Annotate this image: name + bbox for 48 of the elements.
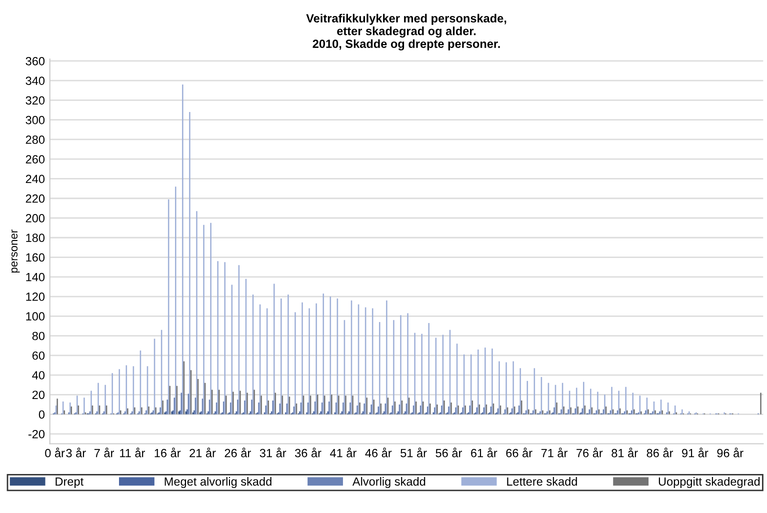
y-tick-label: 60 <box>32 351 45 360</box>
x-tick-label: 36 år <box>295 448 322 458</box>
x-tick-label: 16 år <box>154 448 181 458</box>
y-tick-label: 220 <box>26 194 45 203</box>
y-tick-label: 40 <box>32 371 45 380</box>
y-tick-label: 100 <box>26 312 45 321</box>
x-tick-label: 0 år <box>45 448 65 458</box>
y-tick-label: 0 <box>38 410 45 419</box>
y-tick-label: 260 <box>26 155 45 164</box>
x-tick-label: 21 år <box>190 448 216 458</box>
y-tick-label: 20 <box>32 390 45 400</box>
y-tick-label: 340 <box>26 76 45 85</box>
x-tick-label: 61 år <box>471 448 498 458</box>
x-tick-label: 86 år <box>646 448 674 458</box>
x-tick-label: 91 år <box>682 448 708 458</box>
x-tick-label: 3 år <box>66 448 86 458</box>
y-tick-label: 160 <box>26 253 45 262</box>
legend-label: Drept <box>56 477 84 488</box>
x-tick-label: 96 år <box>717 448 744 458</box>
x-tick-label: 31 år <box>260 448 286 458</box>
y-tick-label: 300 <box>26 116 45 124</box>
y-tick-label: 360 <box>26 56 45 66</box>
y-tick-label: -20 <box>28 430 45 438</box>
y-tick-label: 120 <box>26 292 45 301</box>
y-tick-label: 140 <box>26 272 45 282</box>
x-tick-label: 46 år <box>365 448 392 458</box>
x-tick-label: 41 år <box>330 448 356 458</box>
x-tick-label: 26 år <box>224 448 251 458</box>
y-tick-label: 80 <box>32 332 45 340</box>
legend-label: Uoppgitt skadegrad <box>658 477 760 488</box>
x-tick-label: 76 år <box>576 448 603 458</box>
y-tick-label: 320 <box>26 96 45 105</box>
y-tick-label: 200 <box>26 214 45 222</box>
chart-title: Veitrafikkulykker med personskade, etter skadegrad og alder. 2010, Skadde og drepte personer. <box>306 14 506 50</box>
y-tick-label: 240 <box>26 174 45 184</box>
x-tick-label: 51 år <box>400 448 427 458</box>
x-tick-label: 71 år <box>541 448 568 458</box>
x-tick-label: 56 år <box>436 448 462 458</box>
x-tick-label: 66 år <box>506 448 532 458</box>
legend-label: Alvorlig skadd <box>352 477 426 488</box>
x-tick-label: 7 år <box>94 448 114 458</box>
legend-label: Lettere skadd <box>507 477 577 486</box>
y-tick-label: 180 <box>26 234 45 242</box>
x-tick-label: 81 år <box>612 448 638 458</box>
y-axis-title: personer <box>11 230 20 273</box>
x-tick-label: 11 år <box>120 448 145 458</box>
y-tick-label: 280 <box>26 136 45 144</box>
legend-label: Meget alvorlig skadd <box>164 477 272 488</box>
